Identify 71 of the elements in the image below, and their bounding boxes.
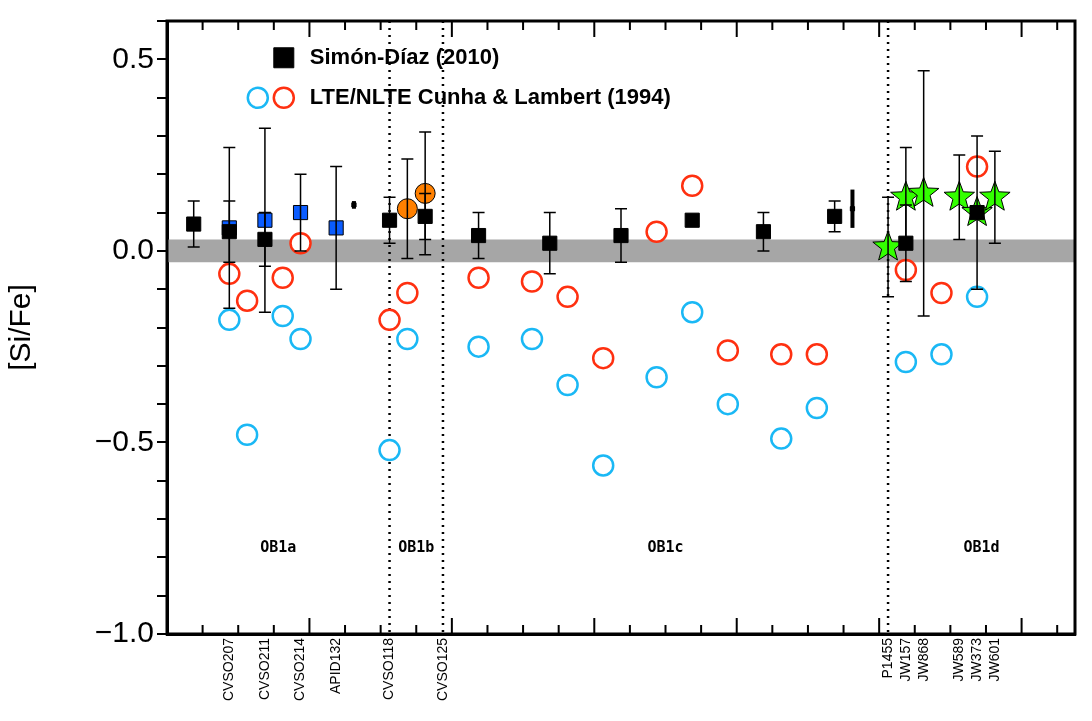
point: [218, 262, 241, 286]
point: [930, 343, 953, 366]
legend-label: LTE/NLTE Cunha & Lambert (1994): [309, 83, 671, 109]
point: [930, 281, 953, 305]
point: [755, 224, 771, 240]
point: [680, 174, 704, 197]
point: [289, 327, 312, 351]
annotation: OB1a: [260, 538, 297, 557]
point: [805, 396, 829, 420]
legend-label: Simón-Díaz (2010): [309, 43, 500, 69]
point: [645, 366, 668, 389]
point: [591, 346, 615, 370]
point: [378, 438, 401, 462]
x-tick-label: CVSO207: [220, 637, 237, 702]
point: [805, 343, 829, 366]
point: [769, 343, 793, 366]
x-tick-label: JW589: [950, 637, 967, 682]
annotation: OB1d: [963, 538, 1000, 557]
point: [520, 327, 544, 351]
x-tick-label: APID132: [327, 637, 343, 695]
point: [769, 427, 793, 450]
point: [396, 281, 419, 305]
x-tick-label: JW157: [896, 637, 913, 682]
x-tick-label: CVSO118: [380, 637, 397, 700]
point: [827, 208, 843, 224]
point: [396, 198, 418, 220]
y-tick-label: −1.0: [94, 615, 154, 649]
point: [556, 285, 579, 309]
point: [417, 208, 433, 224]
point: [235, 289, 259, 312]
point: [894, 350, 918, 374]
point: [257, 231, 273, 247]
y-tick-label: 0.5: [112, 40, 154, 74]
y-axis-title: [Si/Fe]: [3, 284, 37, 371]
point: [591, 454, 615, 477]
y-tick-label: 0.0: [112, 232, 154, 266]
point: [520, 270, 544, 293]
point: [556, 373, 579, 397]
x-tick-label: CVSO125: [433, 637, 450, 702]
point: [292, 204, 309, 221]
point: [467, 335, 490, 358]
point: [965, 285, 989, 309]
point: [684, 212, 700, 228]
annotation: OB1c: [647, 538, 684, 557]
x-tick-label: CVSO214: [291, 637, 308, 702]
x-tick-label: JW868: [914, 637, 931, 682]
x-tick-label: P1455: [878, 637, 895, 679]
point: [271, 304, 294, 328]
point: [271, 266, 294, 289]
point: [680, 300, 704, 324]
point: [396, 327, 419, 351]
annotation: OB1b: [398, 538, 435, 557]
point: [716, 339, 740, 362]
point: [186, 216, 202, 232]
y-tick-label: −0.5: [94, 423, 154, 457]
point: [218, 308, 241, 332]
point: [716, 392, 740, 416]
point: [613, 227, 629, 244]
point: [645, 220, 668, 243]
point: [235, 423, 259, 447]
point: [542, 235, 558, 251]
point: [381, 212, 398, 228]
point: [943, 180, 975, 211]
point: [221, 224, 237, 240]
point: [467, 266, 490, 289]
point: [378, 308, 401, 332]
point: [471, 227, 487, 244]
x-tick-label: JW373: [967, 637, 984, 682]
x-tick-label: JW601: [985, 637, 1002, 682]
x-tick-label: CVSO211: [255, 637, 272, 700]
point: [907, 176, 940, 207]
